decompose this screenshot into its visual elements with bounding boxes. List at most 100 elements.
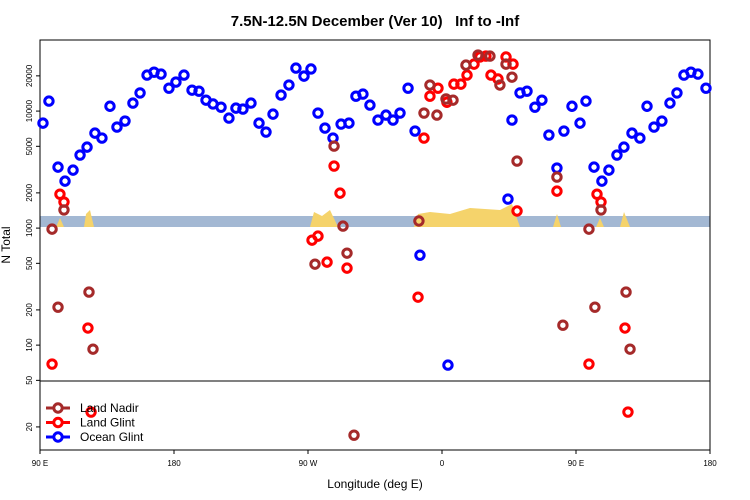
- point: [253, 117, 265, 129]
- x-tick-label: 180: [703, 459, 717, 468]
- point: [52, 161, 64, 173]
- point: [412, 291, 424, 303]
- point: [260, 126, 272, 138]
- point: [472, 49, 484, 61]
- point: [402, 82, 414, 94]
- point: [111, 121, 123, 133]
- point: [603, 164, 615, 176]
- point: [460, 59, 472, 71]
- point: [364, 99, 376, 111]
- point: [551, 171, 563, 183]
- point: [700, 82, 712, 94]
- point: [305, 63, 317, 75]
- x-tick-label: 90 E: [32, 459, 48, 468]
- point: [394, 107, 406, 119]
- point: [626, 127, 638, 139]
- point: [418, 107, 430, 119]
- point: [557, 319, 569, 331]
- point: [223, 112, 235, 124]
- y-axis-label: N Total: [0, 226, 13, 263]
- point: [484, 50, 496, 62]
- point: [424, 90, 436, 102]
- point: [298, 70, 310, 82]
- point: [119, 115, 131, 127]
- point: [193, 85, 205, 97]
- point: [328, 140, 340, 152]
- point: [245, 97, 257, 109]
- point: [309, 258, 321, 270]
- land-shape: [56, 204, 630, 227]
- point: [634, 132, 646, 144]
- point: [543, 129, 555, 141]
- y-tick-label: 5000: [25, 137, 34, 155]
- point: [155, 68, 167, 80]
- point: [583, 223, 595, 235]
- y-tick-label: 20000: [25, 64, 34, 87]
- chart-title: 7.5N-12.5N December (Ver 10) Inf to -Inf: [231, 13, 520, 30]
- legend-label: Land Glint: [80, 416, 135, 430]
- point: [96, 132, 108, 144]
- point: [536, 94, 548, 106]
- point: [492, 73, 504, 85]
- x-tick-label: 180: [167, 459, 181, 468]
- point: [267, 108, 279, 120]
- point: [328, 160, 340, 172]
- point: [409, 125, 421, 137]
- point: [337, 220, 349, 232]
- y-tick-label: 100: [25, 338, 34, 352]
- point: [506, 71, 518, 83]
- point: [500, 58, 512, 70]
- point: [620, 286, 632, 298]
- point: [87, 343, 99, 355]
- point: [418, 132, 430, 144]
- point: [74, 149, 86, 161]
- point: [343, 117, 355, 129]
- y-tick-label: 20: [25, 422, 34, 431]
- point: [319, 122, 331, 134]
- point: [506, 114, 518, 126]
- legend-marker: [52, 402, 64, 414]
- x-tick-label: 90 W: [299, 459, 318, 468]
- point: [413, 215, 425, 227]
- point: [127, 97, 139, 109]
- land-band: [40, 204, 710, 227]
- legend-marker: [52, 416, 64, 429]
- y-tick-label: 1000: [25, 219, 34, 237]
- point: [83, 286, 95, 298]
- point: [424, 79, 436, 91]
- point: [163, 82, 175, 94]
- point: [85, 406, 97, 418]
- point: [622, 406, 634, 418]
- point: [611, 149, 623, 161]
- legend-label: Ocean Glint: [80, 430, 144, 444]
- point: [170, 76, 182, 88]
- point: [648, 121, 660, 133]
- point: [372, 114, 384, 126]
- point: [624, 343, 636, 355]
- point: [82, 322, 94, 334]
- point: [81, 141, 93, 153]
- point: [692, 68, 704, 80]
- x-axis-label: Longitude (deg E): [327, 477, 422, 491]
- legend-label: Land Nadir: [80, 401, 139, 415]
- point: [511, 155, 523, 167]
- y-tick-label: 200: [25, 303, 34, 317]
- point: [357, 88, 369, 100]
- y-tick-label: 10000: [25, 99, 34, 122]
- point: [52, 301, 64, 313]
- point: [447, 94, 459, 106]
- plot-frame: [39, 39, 711, 451]
- point: [134, 87, 146, 99]
- point: [583, 358, 595, 370]
- point: [283, 79, 295, 91]
- marks: [37, 49, 712, 441]
- point: [58, 204, 70, 216]
- point: [551, 185, 563, 197]
- point: [321, 256, 333, 268]
- point: [37, 117, 49, 129]
- x-tick-label: 90 E: [568, 459, 584, 468]
- point: [178, 69, 190, 81]
- point: [59, 175, 71, 187]
